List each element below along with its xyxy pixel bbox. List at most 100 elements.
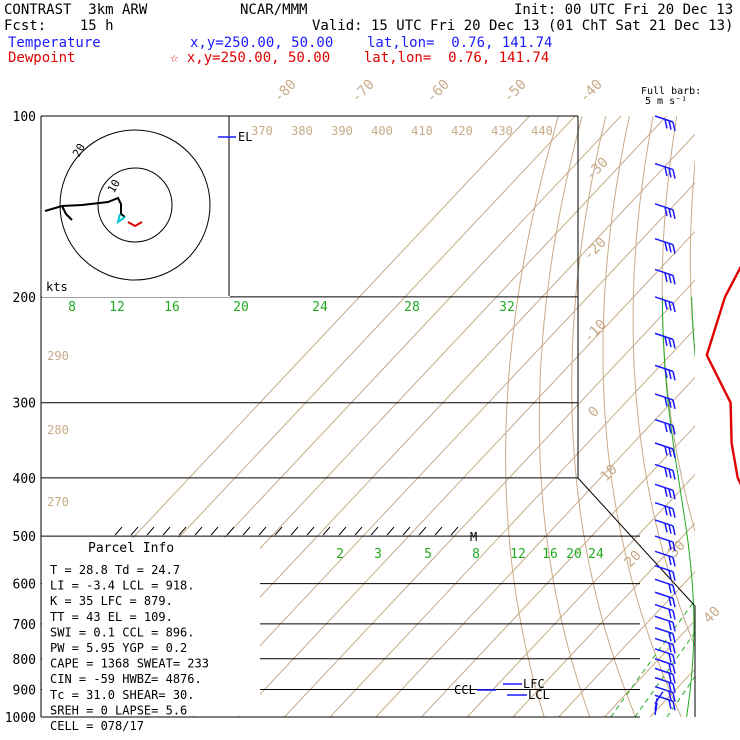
hatch-mark	[242, 526, 251, 536]
wind-barb-staff	[654, 702, 658, 716]
moist-adiabat-label: 28	[404, 300, 420, 315]
wind-barb	[654, 332, 676, 349]
wind-barb-staff	[654, 483, 674, 491]
wind-barb	[654, 676, 676, 693]
parcel-info-row: LI = -3.4 LCL = 918.	[50, 579, 195, 593]
pressure-label: 700	[13, 618, 36, 633]
init-time: Init: 00 UTC Fri 20 Dec 13	[514, 2, 734, 18]
moist-adiabat-line	[723, 297, 740, 717]
hodograph-ring-20	[59, 129, 211, 281]
parcel-info-title: Parcel Info	[88, 541, 174, 556]
hatch-mark	[226, 526, 235, 536]
hatch-mark	[322, 526, 331, 536]
wind-barb-staff	[654, 591, 674, 599]
wind-barb	[654, 463, 676, 480]
hodograph-background	[42, 117, 230, 297]
wind-barb-flag	[672, 302, 676, 313]
m-label: M	[470, 530, 477, 544]
mixing-ratio-line	[666, 675, 695, 717]
wind-barb-flag	[672, 508, 676, 518]
hatch-mark	[450, 526, 459, 536]
wind-barb-flag	[664, 505, 668, 516]
wind-barb-staff	[654, 578, 674, 586]
isotherm-line	[603, 619, 695, 717]
wind-barb	[654, 591, 676, 608]
wind-barb-flag	[668, 632, 672, 642]
wind-barb	[654, 615, 676, 632]
hatch-mark	[114, 526, 123, 536]
wind-barb-flag	[672, 470, 676, 480]
wind-barb-staff	[654, 685, 674, 694]
wind-barb	[654, 550, 676, 567]
mixing-ratio-line	[726, 536, 740, 717]
wind-barb-flag	[672, 541, 676, 552]
hodograph-ring-label: 20	[70, 141, 88, 159]
hatch-mark	[354, 526, 363, 536]
wind-barb-flag	[672, 654, 676, 664]
wind-barb-flag	[672, 692, 676, 702]
hatch-mark	[402, 526, 411, 536]
wind-barb-staff	[654, 637, 674, 646]
dry-adiabat-line	[632, 116, 695, 649]
wind-barb-staff	[654, 268, 674, 277]
hodograph-trace-mid	[116, 213, 126, 225]
hatch-mark	[258, 526, 267, 536]
moist-adiabat-label: 24	[312, 300, 328, 315]
pressure-label: 200	[13, 291, 36, 306]
wind-barb-staff	[654, 667, 674, 676]
isotherm-line	[558, 571, 695, 717]
wind-barb	[654, 203, 676, 219]
wind-barb-staff	[654, 115, 674, 123]
wind-barb-flag	[668, 596, 672, 607]
wind-barb-flag	[668, 663, 672, 673]
wind-barb	[654, 442, 676, 459]
mixing-ratio-label: 2	[336, 547, 344, 562]
wind-barb	[654, 162, 676, 179]
isotherm-label: -50	[501, 77, 530, 106]
wind-barb-flag	[672, 399, 676, 410]
hodograph-trace-upper	[44, 196, 126, 218]
wind-barb	[654, 519, 676, 536]
isotherm-label: -60	[424, 77, 453, 106]
wind-barb-staff	[654, 393, 674, 401]
wind-barb-flag	[672, 121, 676, 132]
theta-label: 380	[291, 124, 313, 138]
theta-label: 290	[47, 349, 69, 363]
parcel-info-row: SWI = 0.1 CCL = 896.	[50, 625, 195, 639]
wind-barb	[654, 237, 676, 254]
theta-label: 440	[531, 124, 553, 138]
wind-barb-staff	[654, 694, 674, 702]
wind-barb-staff	[654, 463, 674, 472]
pressure-label: 1000	[5, 711, 36, 726]
theta-label: 370	[251, 124, 273, 138]
parcel-info-row: CELL = 078/17	[50, 719, 144, 733]
hatch-mark	[194, 526, 203, 536]
hatch-mark	[290, 526, 299, 536]
wind-barb	[654, 296, 676, 313]
wind-barb	[654, 578, 676, 595]
mixing-ratio-line	[698, 536, 740, 717]
wind-barb-flag	[664, 300, 668, 310]
parcel-info-row: K = 35 LFC = 879.	[50, 594, 173, 608]
wind-barb-flag	[672, 448, 676, 459]
hatch-mark	[306, 526, 315, 536]
wind-barb-staff	[654, 648, 674, 656]
parcel-info-row: T = 28.8 Td = 24.7	[50, 563, 180, 577]
wind-barb-flag	[672, 525, 676, 536]
wind-barb-flag	[664, 119, 668, 129]
wind-barb-staff	[654, 203, 674, 211]
temperature-legend: Temperature	[8, 35, 101, 51]
wind-barb	[654, 694, 676, 711]
wind-barb-flag	[668, 243, 672, 253]
wind-barb-flag	[668, 168, 672, 178]
theta-label: 280	[47, 423, 69, 437]
wind-barb-flag	[672, 622, 676, 632]
wind-barb-flag	[668, 672, 672, 683]
center-title: NCAR/MMM	[240, 2, 308, 18]
parcel-info-background	[42, 538, 260, 716]
wind-barb	[654, 502, 676, 518]
wind-barb-flag	[664, 241, 668, 252]
isotherm-label: -10	[581, 317, 610, 346]
wind-barb-flag	[672, 585, 676, 595]
wind-barb-flag	[668, 273, 672, 284]
